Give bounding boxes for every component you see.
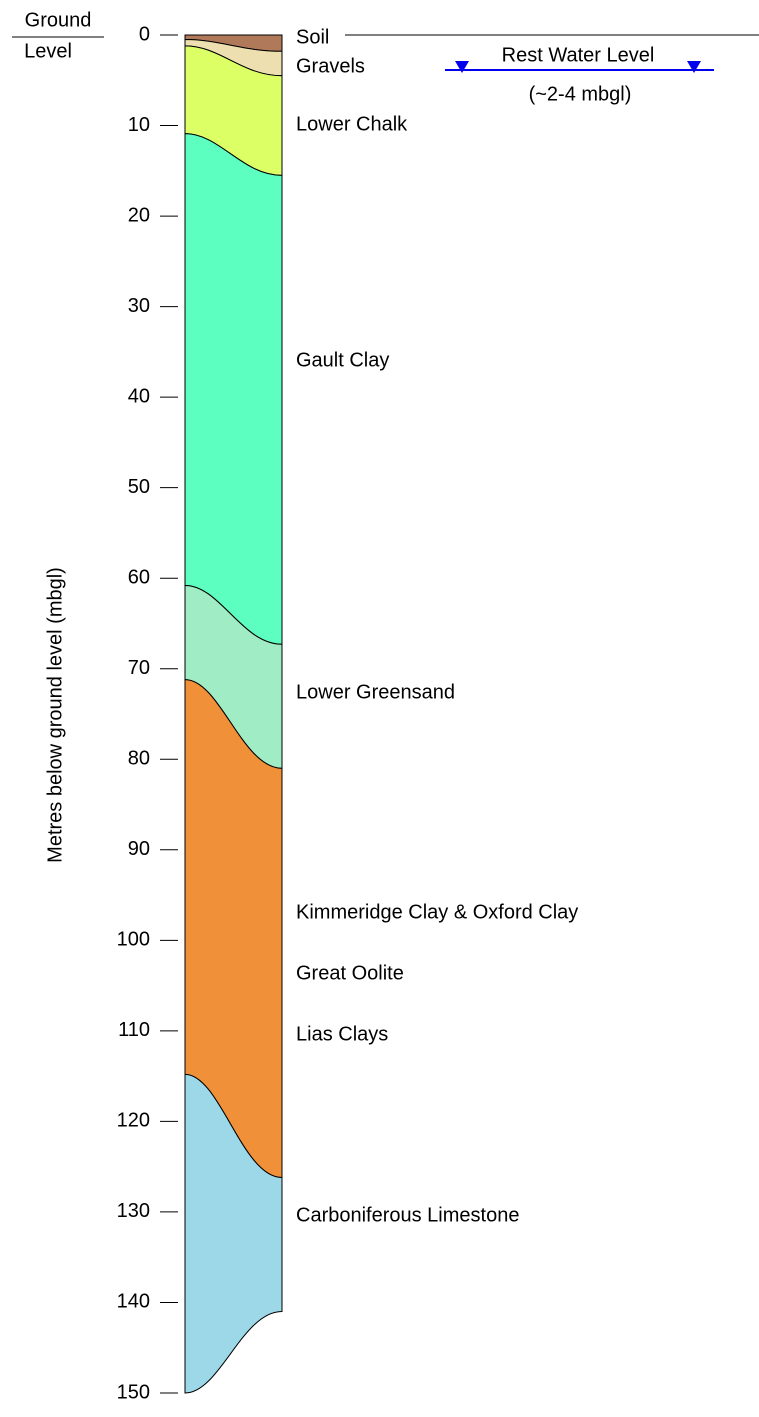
water-note: (~2-4 mbgl) (529, 83, 632, 105)
tick-label: 10 (128, 114, 150, 136)
unit-label: Lower Chalk (296, 113, 408, 135)
tick-label: 80 (128, 748, 150, 770)
tick-label: 110 (118, 1019, 150, 1041)
tick-label: 0 (139, 23, 150, 45)
geology-column: Ground Level Metres below ground level (… (0, 0, 759, 1412)
water-marker (455, 61, 469, 73)
tick-label: 130 (117, 1200, 150, 1222)
unit-label: Gault Clay (296, 349, 389, 371)
water-marker (687, 61, 701, 73)
tick-label: 40 (128, 385, 150, 407)
unit-label: Lower Greensand (296, 681, 455, 703)
tick-label: 90 (128, 838, 150, 860)
ground-label: Ground (25, 9, 92, 31)
axis-title: Metres below ground level (mbgl) (44, 567, 66, 863)
tick-label: 70 (128, 657, 150, 679)
tick-label: 100 (117, 929, 150, 951)
unit-label: Soil (296, 26, 329, 48)
tick-label: 150 (117, 1381, 150, 1403)
layer (185, 134, 282, 645)
unit-label: Great Oolite (296, 962, 404, 984)
tick-label: 60 (128, 566, 150, 588)
tick-label: 50 (128, 476, 150, 498)
unit-label: Carboniferous Limestone (296, 1204, 519, 1226)
tick-label: 120 (117, 1110, 150, 1132)
tick-label: 20 (128, 204, 150, 226)
unit-label: Lias Clays (296, 1023, 388, 1045)
unit-label: Kimmeridge Clay & Oxford Clay (296, 901, 578, 923)
tick-label: 30 (128, 295, 150, 317)
tick-label: 140 (117, 1291, 150, 1313)
water-label: Rest Water Level (502, 44, 655, 66)
unit-label: Gravels (296, 55, 365, 77)
ground-label: Level (24, 40, 72, 62)
